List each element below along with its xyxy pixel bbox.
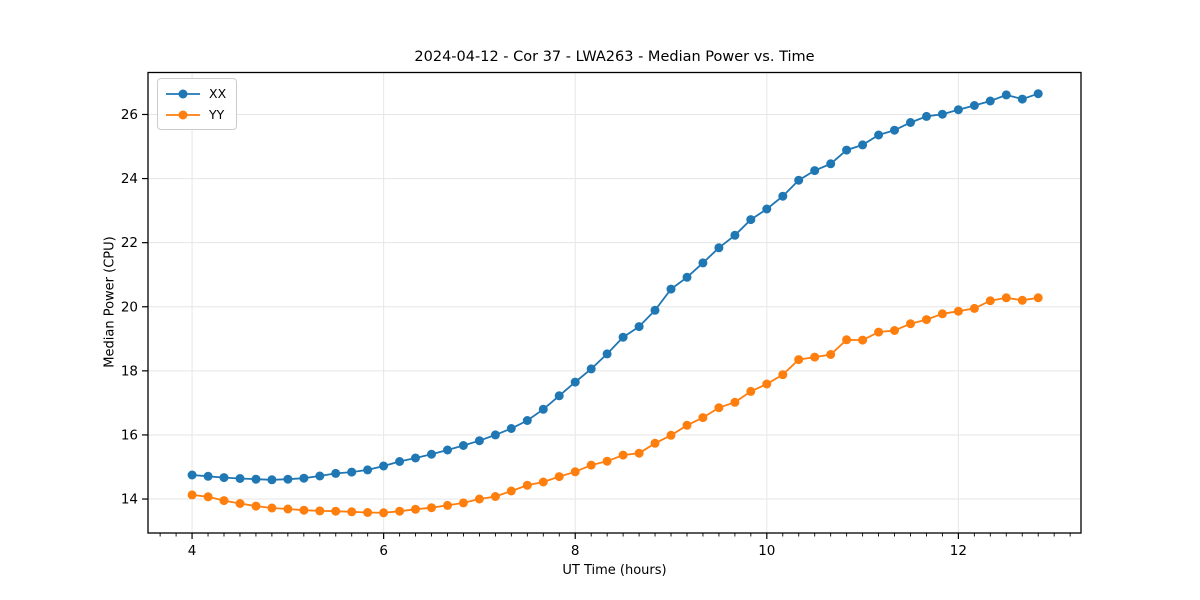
legend-line-marker-yy-icon [166, 110, 200, 119]
svg-text:16: 16 [121, 427, 138, 443]
legend-label-xx: XX [209, 86, 227, 101]
series-xx-line [192, 92, 1039, 481]
y-tick-labels: 14 16 18 20 22 24 26 [121, 107, 138, 508]
svg-text:26: 26 [121, 107, 138, 123]
svg-text:14: 14 [121, 492, 138, 508]
legend-entry-xx: XX [165, 83, 226, 104]
svg-text:8: 8 [571, 543, 580, 559]
svg-text:6: 6 [379, 543, 388, 559]
x-axis-label: UT Time (hours) [562, 563, 667, 578]
svg-text:12: 12 [950, 543, 967, 559]
svg-text:4: 4 [188, 543, 197, 559]
series-yy-line [191, 296, 1039, 514]
y-axis-ticks [142, 113, 148, 500]
x-tick-labels: 4 6 8 10 12 [188, 543, 967, 559]
svg-text:20: 20 [121, 299, 138, 315]
series-yy [187, 293, 1043, 518]
gridlines [148, 72, 1081, 533]
legend-line-marker-xx-icon [166, 89, 200, 98]
chart-title: 2024-04-12 - Cor 37 - LWA263 - Median Po… [414, 49, 815, 65]
legend-entry-yy: YY [165, 104, 226, 125]
svg-text:22: 22 [121, 235, 138, 251]
svg-text:10: 10 [758, 543, 775, 559]
x-axis-ticks [159, 533, 1071, 539]
legend: XX YY [157, 78, 238, 130]
legend-label-yy: YY [209, 107, 225, 122]
y-axis-label: Median Power (CPU) [102, 236, 118, 368]
svg-text:18: 18 [121, 363, 138, 379]
series-xx [187, 89, 1043, 485]
svg-text:24: 24 [121, 171, 138, 187]
plot-border [147, 71, 1082, 534]
